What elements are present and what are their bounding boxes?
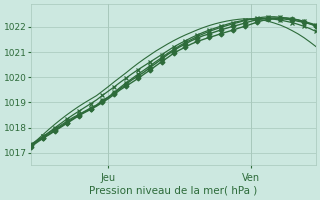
X-axis label: Pression niveau de la mer( hPa ): Pression niveau de la mer( hPa ) xyxy=(90,186,258,196)
